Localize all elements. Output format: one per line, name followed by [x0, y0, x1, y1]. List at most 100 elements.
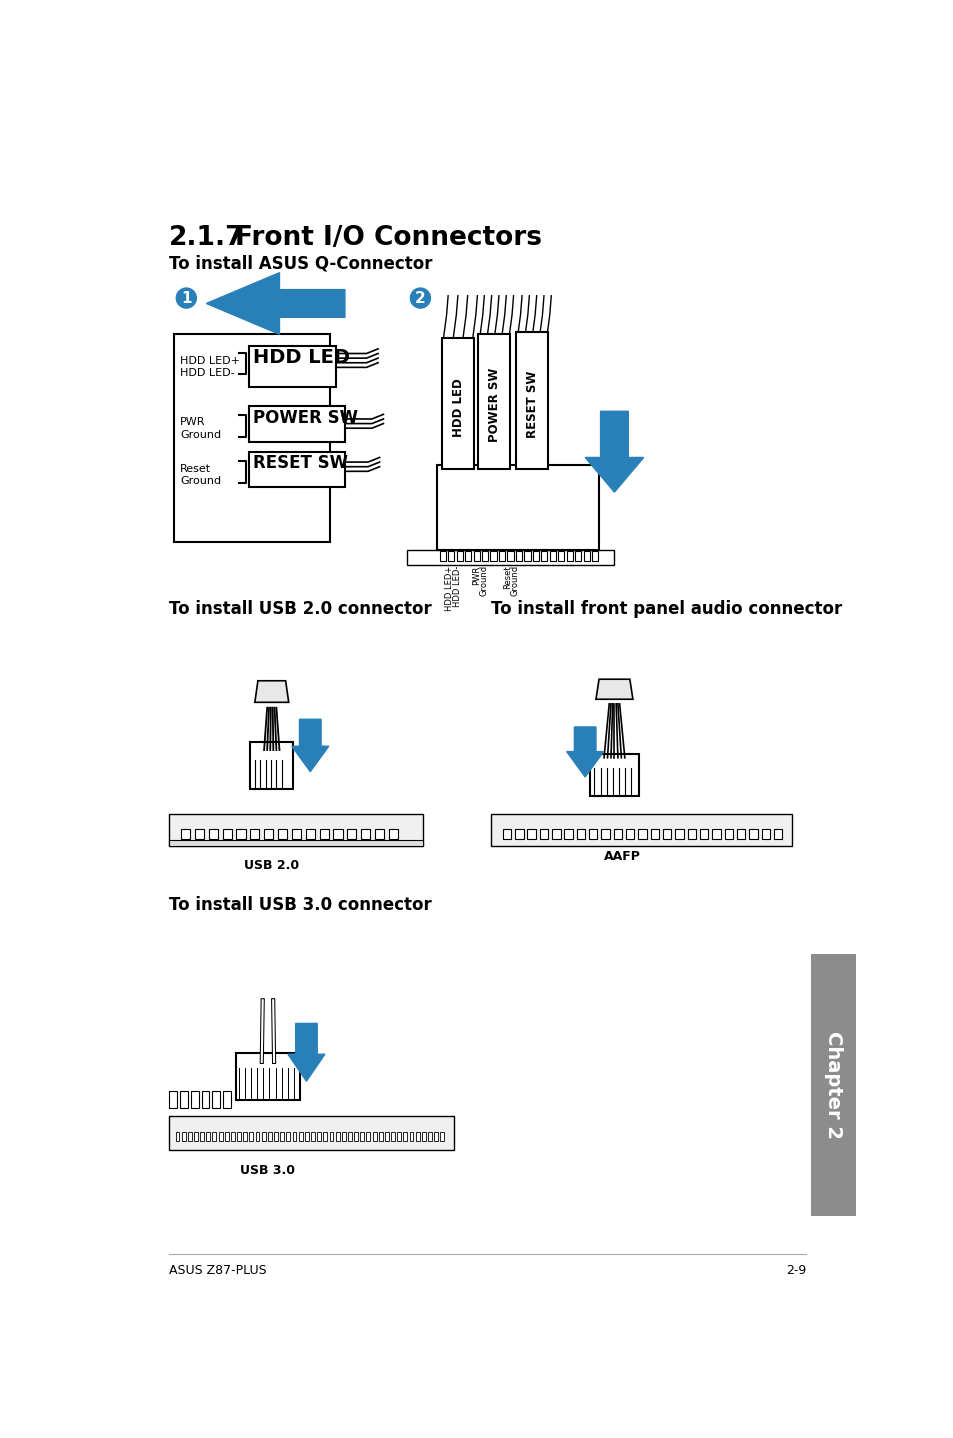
Text: 2: 2 — [415, 290, 425, 305]
Bar — [361, 830, 370, 838]
Text: To install ASUS Q-Connector: To install ASUS Q-Connector — [170, 255, 433, 272]
Bar — [552, 830, 560, 838]
Text: HDD LED-: HDD LED- — [180, 368, 234, 378]
Text: Front I/O Connectors: Front I/O Connectors — [234, 224, 541, 250]
Bar — [209, 830, 217, 838]
Bar — [448, 551, 454, 561]
Circle shape — [176, 288, 196, 308]
Bar — [491, 814, 791, 847]
Bar — [213, 1091, 220, 1109]
Bar — [268, 1132, 272, 1142]
Bar — [175, 1132, 179, 1142]
Text: RESET SW: RESET SW — [253, 454, 347, 472]
Bar — [516, 332, 548, 469]
Bar — [277, 830, 287, 838]
Text: ASUS Z87-PLUS: ASUS Z87-PLUS — [170, 1264, 267, 1277]
Bar — [188, 1132, 192, 1142]
Bar — [515, 830, 523, 838]
Bar — [249, 1132, 253, 1142]
Bar — [249, 406, 345, 441]
Bar — [329, 1132, 333, 1142]
Text: POWER SW: POWER SW — [253, 408, 357, 427]
Text: 2-9: 2-9 — [785, 1264, 805, 1277]
Bar — [396, 1132, 400, 1142]
Bar — [577, 830, 584, 838]
Bar — [170, 840, 423, 847]
Bar — [333, 830, 342, 838]
Bar — [373, 1132, 376, 1142]
Polygon shape — [288, 1024, 325, 1081]
Bar — [170, 814, 423, 847]
Polygon shape — [596, 679, 632, 699]
Bar — [760, 830, 769, 838]
Bar — [575, 551, 580, 561]
Bar — [700, 830, 708, 838]
Bar — [464, 551, 471, 561]
Bar — [378, 1132, 382, 1142]
Bar — [428, 1132, 432, 1142]
Text: Ground: Ground — [180, 476, 221, 486]
Bar — [348, 1132, 352, 1142]
Bar — [507, 551, 513, 561]
Bar — [274, 1132, 277, 1142]
Bar — [592, 551, 598, 561]
Text: PWR: PWR — [472, 565, 480, 584]
Bar — [250, 742, 293, 788]
Bar — [341, 1132, 345, 1142]
Bar — [243, 1132, 247, 1142]
Text: RESET SW: RESET SW — [525, 371, 538, 439]
Text: Reset: Reset — [180, 463, 211, 473]
Bar — [490, 551, 497, 561]
Bar — [181, 830, 190, 838]
Bar — [600, 830, 609, 838]
Bar — [421, 1132, 425, 1142]
Text: To install USB 3.0 connector: To install USB 3.0 connector — [170, 896, 432, 915]
Bar — [558, 551, 564, 561]
Bar — [193, 1132, 197, 1142]
Bar — [235, 1053, 300, 1100]
Bar — [173, 334, 329, 542]
Polygon shape — [584, 411, 643, 492]
Polygon shape — [254, 680, 289, 702]
Bar — [436, 464, 598, 549]
Bar — [650, 830, 659, 838]
Bar — [236, 830, 245, 838]
Bar — [201, 1091, 210, 1109]
Text: HDD LED-: HDD LED- — [453, 565, 461, 607]
Bar — [319, 830, 329, 838]
Bar — [181, 1132, 185, 1142]
Bar — [222, 830, 232, 838]
Bar — [498, 551, 504, 561]
Bar — [481, 551, 488, 561]
Text: USB 2.0: USB 2.0 — [244, 860, 299, 873]
Bar — [292, 830, 301, 838]
Bar — [237, 1132, 241, 1142]
Bar — [200, 1132, 204, 1142]
Bar — [213, 1132, 216, 1142]
Bar — [391, 1132, 395, 1142]
Text: Ground: Ground — [479, 565, 488, 597]
Bar — [255, 1132, 259, 1142]
Bar — [533, 551, 538, 561]
Bar — [502, 830, 511, 838]
Bar — [360, 1132, 364, 1142]
Bar — [549, 551, 556, 561]
Polygon shape — [566, 728, 603, 777]
Bar — [687, 830, 696, 838]
Bar — [298, 1132, 302, 1142]
Bar — [286, 1132, 290, 1142]
Bar — [206, 1132, 210, 1142]
Text: Ground: Ground — [180, 430, 221, 440]
Bar — [662, 830, 671, 838]
Bar — [311, 1132, 314, 1142]
Bar — [261, 1132, 265, 1142]
Bar — [305, 830, 314, 838]
Text: Reset: Reset — [502, 565, 511, 590]
Bar — [225, 1132, 229, 1142]
Bar — [191, 1091, 198, 1109]
Bar — [293, 1132, 296, 1142]
Text: PWR: PWR — [180, 417, 206, 427]
Bar — [439, 551, 445, 561]
Bar — [366, 1132, 370, 1142]
Bar — [249, 345, 335, 387]
